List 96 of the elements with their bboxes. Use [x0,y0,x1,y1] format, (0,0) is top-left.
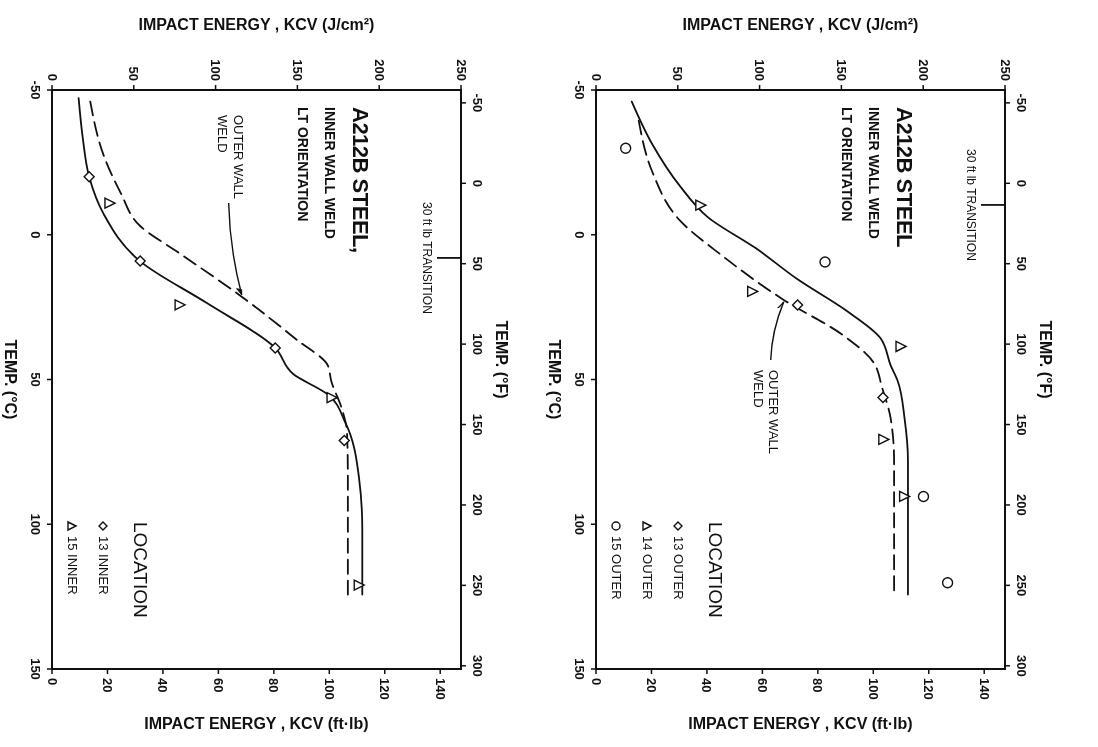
x-tick-label: 120 [377,678,393,700]
legend-label: 13 INNER [95,536,111,595]
x2-tick-label: 150 [833,59,849,81]
y2-tick-label: 300 [469,654,485,677]
annotation: OUTER WALL WELD [215,115,247,200]
point [917,490,930,503]
x2-tick-label: 0 [588,73,604,81]
y-tick-label: 50 [571,372,587,387]
point [269,342,281,354]
x-axis-title: IMPACT ENERGY , KCV (ft·lb) [144,715,369,732]
x-tick-label: 20 [99,678,115,693]
x-tick-label: 20 [643,678,659,693]
y2-tick-label: 300 [1013,654,1029,677]
x2-tick-label: 250 [453,59,469,81]
x-tick-label: 100 [865,678,881,700]
y2-tick-label: 0 [1013,179,1029,187]
x-tick-label: 140 [432,678,448,700]
y2-tick-label: 50 [469,256,485,271]
point [695,199,707,211]
ref-line-label: 30 ft lb TRANSITION [420,202,434,314]
legend-title: LOCATION [704,522,726,618]
x2-tick-label: 250 [997,59,1013,81]
x2-tick-label: 200 [915,59,931,81]
x-tick-label: 60 [754,678,770,693]
point [819,256,831,268]
point [134,255,146,267]
point [174,299,186,311]
x-tick-label: 120 [921,678,937,700]
y-tick-label: 0 [27,231,43,239]
point [878,433,890,446]
x-tick-label: 40 [699,678,715,693]
x2-tick-label: 100 [752,59,768,81]
ref-line-label: 30 ft lb TRANSITION [964,149,978,261]
y2-tick-label: -50 [1013,93,1029,113]
legend-label: 15 INNER [64,536,80,595]
y-tick-label: -50 [571,80,587,100]
y-tick-label: 150 [27,658,43,680]
point [338,434,350,447]
text: A212B STEEL, [347,107,373,253]
y2-tick-label: 100 [1013,333,1029,355]
legend-label: 13 OUTER [670,536,686,600]
x-tick-label: 40 [155,678,171,693]
x2-tick-label: 150 [289,59,305,81]
x2-axis-title: IMPACT ENERGY , KCV (J/cm²) [682,16,919,33]
point [326,392,338,404]
y2-tick-label: 100 [469,333,485,355]
x-tick-label: 0 [588,678,604,686]
x2-tick-label: 50 [670,66,686,81]
y2-axis-title: TEMP. (°F) [1036,320,1054,399]
point [895,340,907,353]
y-tick-label: -50 [27,80,43,100]
y-tick-label: 100 [571,513,587,536]
point [877,391,889,404]
point [746,285,759,298]
y2-tick-label: 50 [1013,256,1029,271]
x-tick-label: 140 [976,678,992,700]
legend-label: 15 OUTER [608,536,624,600]
legend-title: LOCATION [129,522,151,618]
y2-tick-label: 200 [1013,494,1029,516]
text: INNER WALL WELD LT ORIENTATION [295,107,338,239]
annotation: OUTER WALL WELD [751,370,782,455]
text: INNER WALL WELD LT ORIENTATION [839,107,882,239]
y-tick-label: 50 [27,372,43,387]
point [83,171,95,183]
point [619,142,632,154]
point [104,197,116,209]
y2-tick-label: 150 [1013,413,1029,436]
x-tick-label: 80 [266,678,282,693]
y2-tick-label: 0 [469,179,485,187]
y2-tick-label: 250 [469,574,485,597]
point [791,299,804,311]
y2-axis-title: TEMP. (°F) [492,320,510,399]
y-tick-label: 100 [27,513,43,536]
x-axis-title: IMPACT ENERGY , KCV (ft·lb) [688,715,913,732]
x2-tick-label: 50 [126,66,142,81]
y-axis-title: TEMP. (°C) [545,339,563,420]
x-tick-label: 100 [321,678,337,700]
y-axis-title: TEMP. (°C) [1,339,19,420]
y2-tick-label: 150 [469,413,485,436]
point [941,577,954,589]
x2-tick-label: 200 [371,59,387,81]
point [898,490,911,503]
y2-tick-label: 250 [1013,574,1029,597]
y-tick-label: 150 [571,658,587,680]
x2-tick-label: 0 [44,73,60,81]
x-tick-label: 60 [210,678,226,693]
y2-tick-label: 200 [469,494,485,516]
point [353,579,365,591]
x2-tick-label: 100 [208,59,224,81]
x2-axis-title: IMPACT ENERGY , KCV (J/cm²) [138,16,375,33]
text: A212B STEEL [891,107,917,248]
y2-tick-label: -50 [469,93,485,113]
legend-label: 14 OUTER [639,536,655,600]
x-tick-label: 80 [810,678,826,693]
y-tick-label: 0 [571,231,587,239]
x-tick-label: 0 [44,678,60,686]
